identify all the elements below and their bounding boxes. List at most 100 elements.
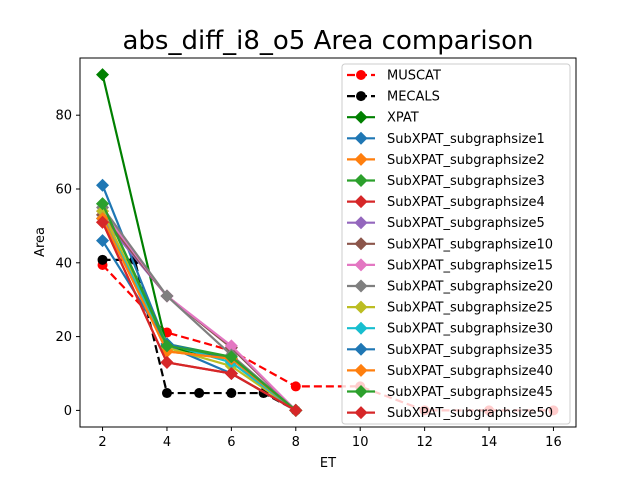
x-tick-label: 8	[292, 435, 300, 450]
x-tick-label: 16	[545, 435, 562, 450]
legend-label: SubXPAT_subgraphsize25	[387, 301, 553, 316]
series-layer	[96, 68, 559, 417]
series-line	[101, 203, 297, 412]
y-tick-label: 40	[55, 256, 72, 271]
series-subxpat-subgraphsize45	[96, 197, 303, 417]
x-tick-label: 2	[98, 435, 106, 450]
y-axis-label: Area	[33, 227, 48, 257]
data-point	[97, 254, 108, 265]
legend-item: SubXPAT_subgraphsize1	[347, 131, 545, 147]
legend-marker	[354, 174, 368, 187]
data-point	[224, 350, 238, 364]
x-tick-label: 10	[352, 435, 369, 450]
x-axis: 2 4 6 8 10 12 14 16	[98, 427, 562, 450]
legend-marker	[354, 237, 368, 251]
data-point	[96, 68, 110, 82]
legend-item: XPAT	[347, 110, 419, 126]
legend-label: SubXPAT_subgraphsize5	[387, 216, 545, 231]
series-subxpat-subgraphsize1	[96, 178, 303, 417]
legend-label: SubXPAT_subgraphsize40	[387, 364, 553, 379]
x-tick-label: 6	[227, 435, 235, 450]
data-point	[96, 197, 110, 211]
legend-item: SubXPAT_subgraphsize20	[347, 279, 553, 295]
y-tick-label: 0	[64, 404, 72, 419]
legend-item: SubXPAT_subgraphsize25	[347, 300, 553, 316]
legend-marker	[356, 70, 366, 80]
plot-frame	[79, 57, 577, 428]
series-line	[101, 218, 297, 412]
data-point	[289, 403, 303, 417]
data-point	[96, 234, 110, 248]
series-subxpat-subgraphsize50	[96, 215, 303, 417]
x-tick-label: 14	[481, 435, 498, 450]
legend-label: SubXPAT_subgraphsize45	[387, 385, 553, 400]
y-tick-label: 60	[55, 182, 72, 197]
legend-item: SubXPAT_subgraphsize35	[347, 342, 553, 358]
data-point	[226, 388, 237, 399]
legend-marker	[354, 406, 368, 420]
legend-marker	[354, 279, 368, 293]
legend-marker	[354, 385, 368, 398]
data-point	[290, 381, 301, 392]
legend-label: SubXPAT_subgraphsize30	[387, 322, 553, 337]
x-tick-label: 4	[163, 435, 171, 450]
data-point	[224, 366, 238, 380]
y-axis: 0 20 40 60 80	[55, 109, 80, 419]
legend-label: MECALS	[387, 90, 440, 105]
legend-item: SubXPAT_subgraphsize30	[347, 321, 553, 337]
y-tick-label: 20	[55, 330, 72, 345]
legend-marker	[354, 342, 368, 356]
legend-marker	[354, 363, 368, 377]
data-point	[160, 339, 174, 353]
legend-label: MUSCAT	[387, 69, 441, 84]
legend-marker	[354, 216, 368, 230]
legend-marker	[354, 152, 368, 166]
legend-box	[341, 63, 571, 425]
data-point	[160, 355, 174, 369]
legend-label: SubXPAT_subgraphsize3	[387, 174, 545, 189]
series-line	[101, 221, 297, 412]
legend-marker	[356, 91, 366, 102]
legend-item: SubXPAT_subgraphsize50	[347, 406, 553, 421]
legend-label: SubXPAT_subgraphsize10	[387, 237, 553, 252]
series-subxpat-subgraphsize3	[96, 197, 303, 417]
legend-label: XPAT	[387, 111, 419, 126]
series-line	[101, 210, 297, 412]
legend-label: SubXPAT_subgraphsize35	[387, 343, 553, 358]
data-point	[160, 289, 174, 303]
legend-item: SubXPAT_subgraphsize5	[347, 216, 545, 231]
series-line	[101, 203, 297, 412]
series-subxpat-subgraphsize15	[96, 204, 303, 417]
legend-label: SubXPAT_subgraphsize15	[387, 258, 553, 273]
legend-label: SubXPAT_subgraphsize2	[387, 153, 545, 168]
legend-item: SubXPAT_subgraphsize3	[347, 174, 545, 189]
legend-item: SubXPAT_subgraphsize45	[347, 385, 553, 400]
y-tick-label: 80	[55, 109, 72, 124]
legend-item: SubXPAT_subgraphsize10	[347, 237, 553, 252]
legend-item: SubXPAT_subgraphsize40	[347, 363, 553, 379]
x-axis-label: ET	[320, 456, 336, 471]
legend-marker	[354, 131, 368, 145]
legend-marker	[354, 110, 368, 124]
data-point	[96, 204, 110, 218]
chart-title: abs_diff_i8_o5 Area comparison	[122, 26, 533, 56]
data-point	[224, 339, 238, 353]
legend-marker	[354, 258, 368, 272]
legend-marker	[354, 195, 368, 209]
data-point	[194, 388, 205, 399]
legend-label: SubXPAT_subgraphsize4	[387, 195, 545, 210]
data-point	[161, 388, 172, 399]
x-tick-label: 12	[416, 435, 433, 450]
legend-item: SubXPAT_subgraphsize2	[347, 152, 545, 168]
legend-label: SubXPAT_subgraphsize20	[387, 280, 553, 295]
legend-marker	[354, 321, 368, 335]
data-point	[96, 178, 110, 192]
legend-item: MECALS	[347, 90, 440, 105]
legend-label: SubXPAT_subgraphsize1	[387, 132, 545, 147]
legend-marker	[354, 300, 368, 314]
legend-label: SubXPAT_subgraphsize50	[387, 406, 553, 421]
legend-item: MUSCAT	[347, 69, 441, 84]
legend-item: SubXPAT_subgraphsize4	[347, 195, 545, 210]
legend-item: SubXPAT_subgraphsize15	[347, 258, 553, 273]
